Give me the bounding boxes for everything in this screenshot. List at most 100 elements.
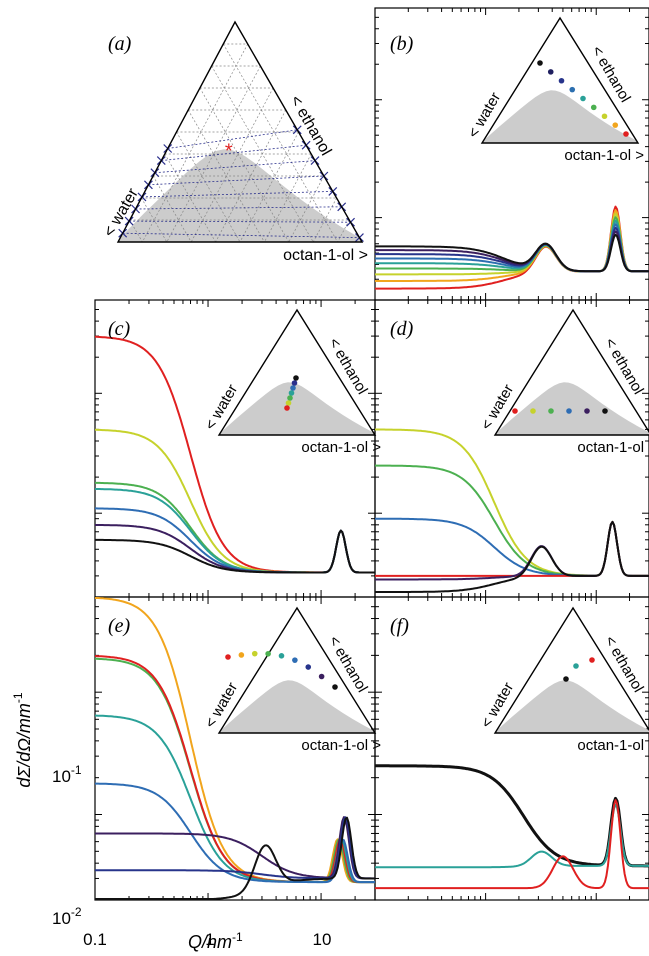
tie-line bbox=[167, 129, 298, 149]
label-octanol: octan-1-ol > bbox=[577, 439, 649, 456]
composition-dot bbox=[332, 684, 338, 690]
tie-line bbox=[161, 144, 307, 161]
panel-frames bbox=[94, 7, 649, 901]
two-phase-region bbox=[495, 680, 649, 733]
composition-dot bbox=[287, 395, 293, 401]
composition-dot bbox=[530, 408, 536, 414]
grid-line bbox=[199, 87, 290, 243]
ternary-triangle bbox=[480, 16, 640, 144]
composition-dot bbox=[558, 77, 565, 84]
tie-line bbox=[148, 175, 324, 186]
composition-dot bbox=[623, 131, 629, 137]
ternary-triangle bbox=[217, 308, 377, 436]
curve-e-0 bbox=[95, 597, 375, 884]
composition-dot bbox=[548, 408, 554, 414]
curve-f-1 bbox=[375, 803, 649, 869]
critical-point-marker: * bbox=[225, 141, 233, 163]
scattering-curves bbox=[94, 205, 649, 900]
x-axis-title-text: Q/nm bbox=[188, 932, 233, 952]
label-octanol: octan-1-ol > bbox=[301, 737, 381, 754]
panel-label-d: (d) bbox=[390, 318, 414, 340]
grid-line bbox=[190, 87, 274, 243]
composition-dot bbox=[290, 385, 296, 391]
composition-dot bbox=[566, 408, 572, 414]
tie-line bbox=[122, 232, 360, 238]
composition-dot bbox=[569, 86, 576, 93]
composition-dot bbox=[293, 375, 299, 381]
composition-dot bbox=[305, 664, 312, 670]
y-tick-label-1e-1: 10-1 bbox=[52, 763, 82, 786]
ternary-triangle bbox=[493, 308, 649, 436]
composition-dot bbox=[601, 113, 608, 120]
curve-e-4 bbox=[95, 782, 375, 884]
grid-line bbox=[142, 43, 249, 243]
composition-dot bbox=[225, 654, 231, 660]
composition-dot bbox=[265, 650, 271, 657]
grid-line bbox=[312, 197, 337, 243]
composition-dot bbox=[602, 408, 608, 414]
curve-d-1 bbox=[374, 464, 649, 577]
composition-dot bbox=[584, 408, 590, 414]
curve-d-5 bbox=[375, 521, 649, 593]
curve-b-0 bbox=[375, 205, 649, 290]
y-axis-title: dΣ/dΩ/mm-1 bbox=[11, 692, 34, 787]
curve-c-6 bbox=[95, 529, 375, 574]
composition-dot bbox=[612, 122, 619, 128]
grid-line bbox=[164, 153, 216, 243]
grid-line bbox=[152, 175, 192, 243]
panel-label-c: (c) bbox=[108, 318, 131, 340]
two-phase-region bbox=[495, 382, 649, 435]
y-tick-label-1e-2: 10-2 bbox=[52, 905, 82, 928]
composition-dot bbox=[318, 673, 325, 680]
composition-dot bbox=[278, 653, 285, 659]
composition-dot bbox=[590, 104, 597, 111]
composition-dot bbox=[563, 676, 569, 682]
composition-dot bbox=[589, 657, 595, 663]
grid-line bbox=[166, 65, 261, 243]
x-axis-title-box: Q/nm-1 bbox=[188, 930, 243, 953]
x-tick-label-1: 1 bbox=[205, 930, 214, 949]
ternary-triangle bbox=[493, 606, 649, 734]
y-tick-labels: 10-1 10-2 bbox=[52, 763, 82, 928]
panel-frame-f bbox=[374, 596, 649, 901]
x-tick-label-10: 10 bbox=[313, 930, 332, 949]
panel-label-b: (b) bbox=[390, 33, 414, 55]
grid-line bbox=[211, 65, 314, 243]
label-octanol: octan-1-ol > bbox=[564, 147, 644, 164]
composition-dot bbox=[285, 400, 292, 406]
composition-dot bbox=[284, 405, 290, 411]
ternary-triangle bbox=[116, 20, 364, 243]
label-octanol: octan-1-ol > bbox=[283, 247, 368, 264]
panel-label-a: (a) bbox=[108, 33, 132, 55]
curve-f-2 bbox=[375, 799, 649, 890]
composition-dot bbox=[573, 663, 579, 669]
label-octanol: octan-1-ol > bbox=[301, 439, 381, 456]
composition-dot bbox=[292, 657, 298, 663]
two-phase-region bbox=[219, 680, 375, 733]
composition-dot bbox=[291, 380, 298, 386]
grid-line bbox=[337, 219, 350, 243]
curve-b-8 bbox=[375, 233, 649, 273]
panel-label-e: (e) bbox=[108, 615, 131, 637]
two-phase-region bbox=[482, 90, 638, 143]
curve-d-4 bbox=[375, 520, 649, 581]
composition-dot bbox=[547, 69, 554, 75]
curve-c-5 bbox=[95, 524, 375, 574]
curve-e-7 bbox=[95, 816, 375, 900]
grid-line bbox=[239, 131, 299, 243]
ternary-triangle bbox=[217, 606, 377, 734]
tie-line bbox=[154, 160, 316, 174]
composition-dot bbox=[512, 408, 518, 414]
grid-line bbox=[176, 131, 241, 243]
composition-dot bbox=[238, 652, 245, 658]
label-octanol: octan-1-ol > bbox=[577, 737, 649, 754]
composition-dot bbox=[580, 95, 586, 102]
composition-dot bbox=[537, 60, 543, 66]
